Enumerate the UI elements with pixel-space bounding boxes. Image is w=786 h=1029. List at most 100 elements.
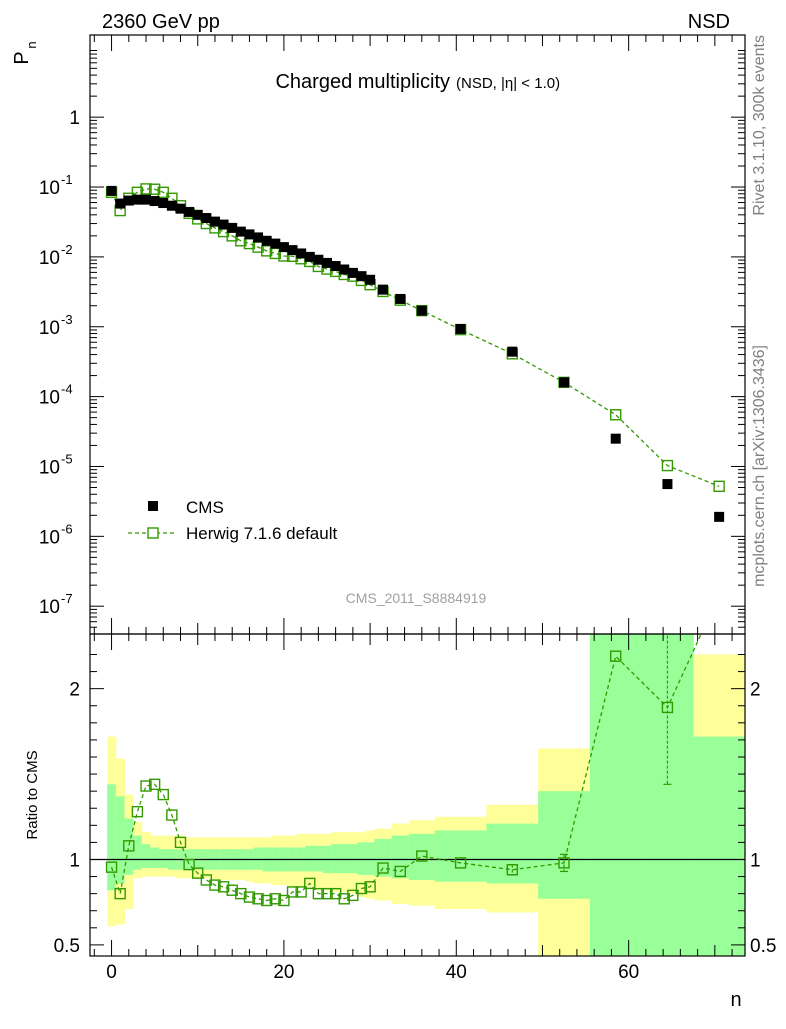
ratio-herwig-point <box>454 857 467 869</box>
main-y-tick-exponent: -7 <box>61 591 73 606</box>
main-y-tick-label: 10 <box>39 457 60 478</box>
main-herwig-point <box>260 245 273 257</box>
ratio-herwig-point <box>174 836 187 849</box>
ratio-inner-band-bin <box>314 845 324 872</box>
x-axis-label: n <box>730 989 741 1011</box>
main-cms-point <box>395 293 406 304</box>
main-herwig-point <box>661 459 674 472</box>
ratio-herwig-point <box>157 788 169 801</box>
ratio-inner-band-bin <box>348 844 358 874</box>
axes: 110-110-210-310-410-510-610 -70.5 0.51 12 20… <box>39 34 776 983</box>
ratio-y-tick-label-right: 1 <box>750 850 761 871</box>
ratio-herwig-point <box>105 861 118 873</box>
main-y-tick-exponent: -5 <box>61 451 73 466</box>
main-ylabel-text: P <box>11 51 33 64</box>
ratio-inner-band-bin <box>124 818 134 875</box>
main-cms-point <box>455 323 466 334</box>
ratio-inner-band-bin <box>693 736 746 956</box>
ratio-herwig-point <box>226 884 238 896</box>
main-plot-frame <box>89 34 746 635</box>
main-cms-point <box>218 219 229 230</box>
main-cms-point <box>141 194 152 205</box>
legend-herwig-label: Herwig 7.1.6 default <box>186 524 337 543</box>
ratio-herwig-point <box>506 864 519 876</box>
ratio-herwig-point <box>558 857 570 869</box>
ratio-herwig-point <box>148 778 161 791</box>
ratio-herwig-point <box>377 862 389 874</box>
x-tick-label: 60 <box>618 962 639 983</box>
main-cms-point <box>559 377 570 388</box>
main-cms-point <box>304 251 315 262</box>
ratio-herwig-point <box>338 893 350 905</box>
side-text-rivet: Rivet 3.1.10, 300k events <box>751 35 768 216</box>
main-cms-point <box>714 511 725 522</box>
ratio-herwig-point <box>394 865 406 878</box>
main-cms-point <box>270 238 281 249</box>
ratio-uncertainty-bands <box>90 634 746 956</box>
main-y-tick-exponent: -3 <box>61 312 73 327</box>
main-cms-point <box>339 264 350 275</box>
main-cms-point <box>201 213 212 224</box>
legend-cms-label: CMS <box>186 498 224 517</box>
main-y-tick-label: 10 <box>39 597 60 618</box>
ratio-inner-band-bin <box>434 830 487 882</box>
main-cms-point <box>166 200 177 211</box>
main-y-tick-label: 10 <box>39 388 60 409</box>
main-cms-point <box>507 346 518 357</box>
ratio-inner-band-bin <box>365 842 375 875</box>
main-cms-point <box>296 248 307 259</box>
ratio-herwig-point <box>416 850 428 862</box>
main-cms-point <box>132 194 143 205</box>
ratio-herwig-point <box>312 887 325 900</box>
main-cms-point <box>106 185 117 196</box>
ratio-herwig-point <box>364 881 376 893</box>
ratio-herwig-point <box>140 780 152 792</box>
main-cms-point <box>253 232 264 243</box>
main-cms-point <box>287 245 298 256</box>
ratio-inner-band-bin <box>486 823 539 884</box>
ratio-inner-band-bin <box>141 844 151 869</box>
main-cms-point <box>175 203 186 214</box>
ratio-herwig-point <box>269 893 281 905</box>
main-y-tick-label: 10 <box>39 248 60 269</box>
main-herwig-point <box>610 409 622 421</box>
main-y-tick-exponent: -2 <box>61 242 73 257</box>
main-cms-point <box>261 235 272 246</box>
ratio-herwig-point <box>304 877 316 890</box>
main-cms-point <box>149 196 160 207</box>
ratio-herwig-point <box>209 879 221 891</box>
main-y-tick-label: 10 <box>39 318 60 339</box>
ratio-inner-band-bin <box>357 842 367 875</box>
main-cms-point <box>662 479 673 490</box>
main-y-tick-label: 10 <box>39 178 60 199</box>
ratio-inner-band-bin <box>538 791 591 899</box>
main-herwig-point <box>157 186 169 199</box>
main-cms-point <box>115 198 126 209</box>
ratio-herwig-point <box>260 894 273 907</box>
ratio-herwig-point <box>235 887 247 900</box>
ratio-inner-band-bin <box>305 845 315 872</box>
x-tick-label: 40 <box>446 962 467 983</box>
main-herwig-point <box>148 183 161 195</box>
main-cms-point <box>158 198 169 209</box>
ratio-y-tick-label: 1 <box>69 850 80 871</box>
ratio-inner-band-bin <box>374 838 393 877</box>
main-y-tick-exponent: -4 <box>61 382 73 397</box>
ratio-y-tick-label-right: 0.5 <box>750 936 776 957</box>
ratio-plot-series <box>105 634 702 907</box>
main-y-tick-exponent: -6 <box>61 521 73 536</box>
main-cms-point <box>209 216 220 227</box>
main-cms-point <box>123 195 134 206</box>
main-cms-point <box>184 206 195 217</box>
ratio-inner-band-bin <box>107 784 117 891</box>
side-text-mcplots: mcplots.cern.ch [arXiv:1306.3436] <box>751 345 768 587</box>
main-cms-point <box>330 261 341 272</box>
ratio-herwig-point <box>321 887 333 900</box>
main-plot-series <box>105 183 725 522</box>
main-title-suffix: (NSD, |η| < 1.0) <box>456 75 560 92</box>
main-cms-point <box>356 271 367 282</box>
ratio-herwig-point <box>243 891 256 903</box>
main-y-tick-label: 1 <box>69 108 80 129</box>
